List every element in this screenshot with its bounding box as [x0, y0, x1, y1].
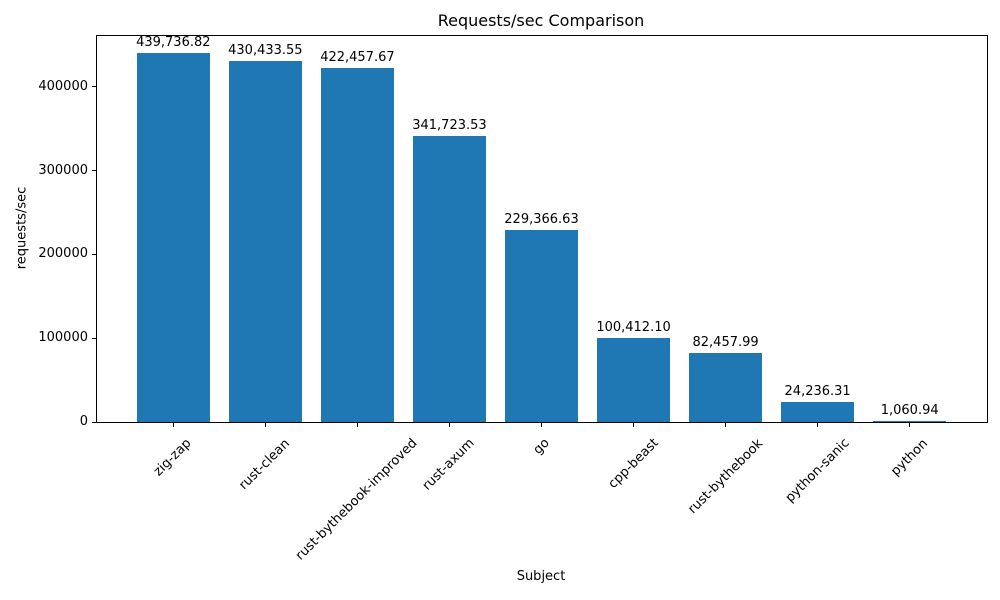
x-tick-mark: [725, 423, 727, 427]
y-axis-label: requests/sec: [14, 186, 30, 270]
bar-rust-clean: [228, 61, 303, 422]
bar-python: [872, 421, 947, 423]
x-tick-mark: [909, 423, 911, 427]
bar-value-label: 439,736.82: [136, 35, 211, 51]
x-tick-mark: [356, 423, 358, 427]
bar-value-label: 82,457.99: [692, 334, 759, 350]
x-tick-label: rust-axum: [420, 436, 478, 494]
x-tick-mark: [633, 423, 635, 427]
x-tick-label: zig-zap: [151, 435, 195, 480]
bar-rust-bythebook-improved: [320, 67, 395, 422]
y-tick-label: 400000: [38, 78, 88, 94]
y-tick-label: 200000: [38, 246, 88, 262]
y-tick-label: 100000: [38, 330, 88, 346]
x-tick-label: rust-bythebook: [684, 435, 766, 517]
x-tick-label: python-sanic: [782, 436, 853, 506]
bar-value-label: 430,433.55: [228, 43, 303, 59]
bar-value-label: 422,457.67: [320, 49, 395, 65]
bar-go: [504, 229, 579, 422]
y-tick-mark: [92, 86, 96, 88]
y-tick-mark: [92, 253, 96, 255]
x-tick-label: cpp-beast: [605, 435, 662, 492]
bar-rust-bythebook: [688, 352, 763, 422]
y-tick-mark: [92, 421, 96, 423]
chart-title: Requests/sec Comparison: [437, 11, 645, 30]
x-tick-mark: [817, 423, 819, 427]
x-tick-mark: [264, 423, 266, 427]
bar-value-label: 341,723.53: [412, 117, 487, 133]
x-tick-label: rust-clean: [236, 435, 294, 493]
y-tick-label: 300000: [38, 162, 88, 178]
bar-value-label: 1,060.94: [880, 403, 939, 419]
bar-rust-axum: [412, 135, 487, 422]
y-tick-mark: [92, 337, 96, 339]
bar-value-label: 100,412.10: [596, 319, 671, 335]
y-tick-label: 0: [79, 414, 88, 429]
bar-python-sanic: [780, 401, 855, 422]
x-tick-mark: [448, 423, 450, 427]
x-tick-label: python: [887, 435, 931, 479]
bar-value-label: 229,366.63: [504, 211, 579, 227]
bar-cpp-beast: [596, 337, 671, 422]
x-tick-label: go: [530, 435, 553, 458]
bar-value-label: 24,236.31: [784, 383, 851, 399]
bar-zig-zap: [136, 53, 211, 422]
x-tick-label: rust-bythebook-improved: [293, 435, 421, 564]
y-tick-mark: [92, 170, 96, 172]
x-axis-label: Subject: [516, 569, 566, 584]
x-tick-mark: [541, 423, 542, 427]
x-tick-mark: [172, 423, 174, 427]
